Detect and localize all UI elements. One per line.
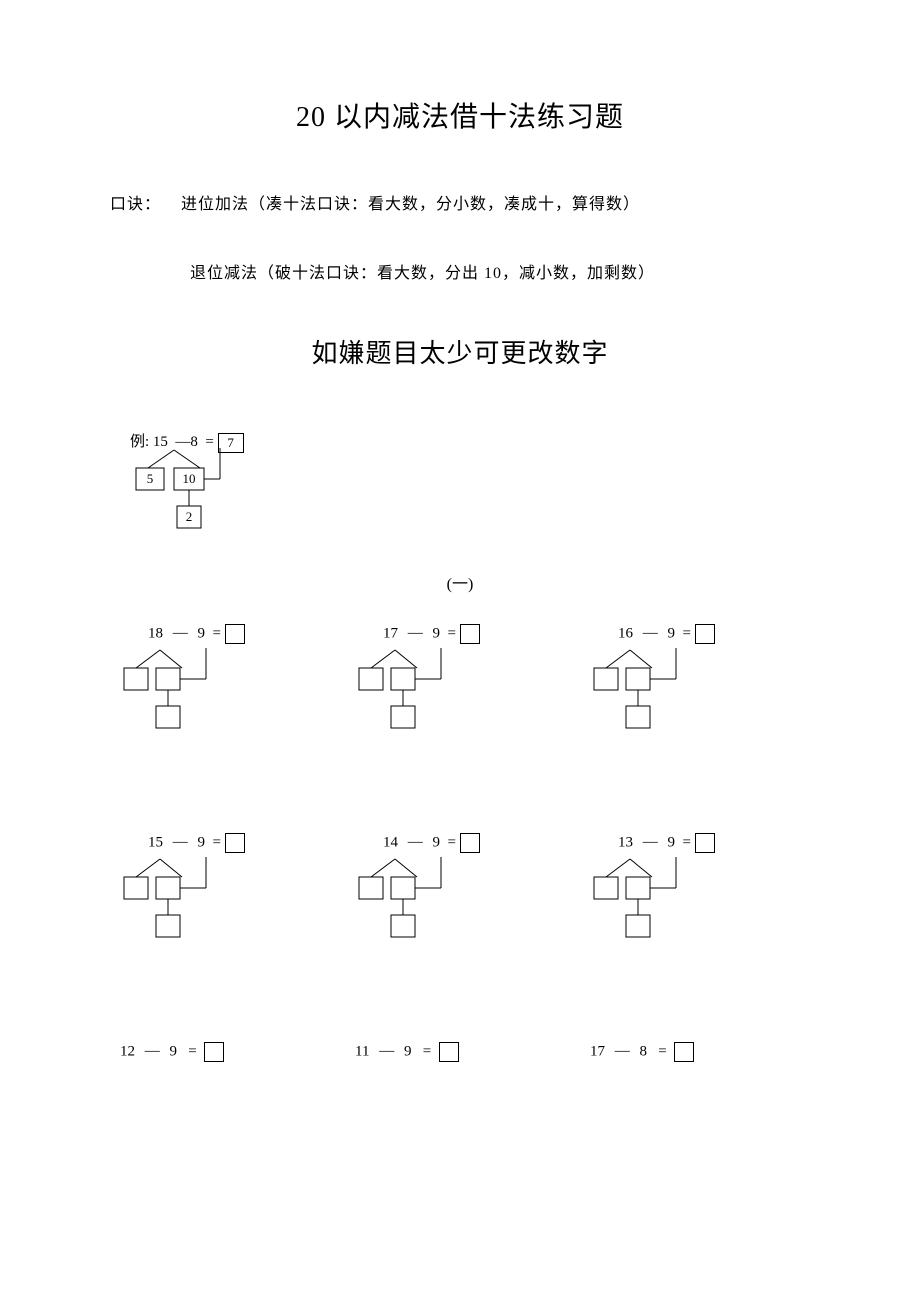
minuend: 13 bbox=[618, 834, 633, 850]
answer-box bbox=[225, 624, 245, 644]
subtrahend: 9 bbox=[198, 625, 206, 641]
subtrahend: 9 bbox=[433, 834, 441, 850]
minuend: 12 bbox=[120, 1043, 135, 1059]
problem: 11 — 9 = bbox=[355, 1042, 565, 1062]
page-subtitle: 如嫌题目太少可更改数字 bbox=[110, 333, 810, 370]
rule-1-text: 进位加法（凑十法口诀：看大数，分小数，凑成十，算得数） bbox=[181, 196, 640, 213]
answer-box bbox=[695, 833, 715, 853]
equation: 17 — 9 = bbox=[383, 624, 565, 644]
problem-row-3: 12 — 9 = 11 — 9 = 17 — 8 = bbox=[110, 1042, 810, 1062]
example-split-right: 10 bbox=[183, 471, 196, 486]
operator: — bbox=[173, 625, 188, 641]
equation: 14 — 9 = bbox=[383, 833, 565, 853]
problem-row-1: 18 — 9 = 17 bbox=[110, 624, 810, 743]
split-diagram bbox=[355, 857, 525, 952]
equation: 11 — 9 = bbox=[355, 1042, 565, 1062]
split-diagram bbox=[120, 648, 290, 743]
rule-2: 退位减法（破十法口诀：看大数，分出 10，减小数，加剩数） bbox=[190, 259, 810, 283]
answer-box bbox=[439, 1042, 459, 1062]
problem: 17 — 8 = bbox=[590, 1042, 800, 1062]
split-diagram bbox=[590, 648, 760, 743]
subtrahend: 9 bbox=[404, 1043, 412, 1059]
split-diagram bbox=[120, 857, 290, 952]
minuend: 16 bbox=[618, 625, 633, 641]
equation: 13 — 9 = bbox=[618, 833, 800, 853]
problem: 15 — 9 = bbox=[120, 833, 330, 952]
minuend: 15 bbox=[148, 834, 163, 850]
rule-1: 口诀： 进位加法（凑十法口诀：看大数，分小数，凑成十，算得数） bbox=[110, 190, 810, 214]
minuend: 17 bbox=[383, 625, 398, 641]
split-diagram bbox=[590, 857, 760, 952]
equals: = bbox=[213, 834, 221, 850]
subtrahend: 8 bbox=[640, 1043, 648, 1059]
equals: = bbox=[188, 1043, 196, 1059]
section-label: (一) bbox=[110, 570, 810, 594]
subtrahend: 9 bbox=[668, 625, 676, 641]
subtrahend: 9 bbox=[198, 834, 206, 850]
subtrahend: 9 bbox=[668, 834, 676, 850]
answer-box bbox=[225, 833, 245, 853]
equation: 12 — 9 = bbox=[120, 1042, 330, 1062]
split-diagram bbox=[355, 648, 525, 743]
operator: — bbox=[408, 834, 423, 850]
equals: = bbox=[658, 1043, 666, 1059]
problem-row-2: 15 — 9 = 14 bbox=[110, 833, 810, 952]
answer-box bbox=[695, 624, 715, 644]
minuend: 11 bbox=[355, 1043, 369, 1059]
subtrahend: 9 bbox=[170, 1043, 178, 1059]
problem: 14 — 9 = bbox=[355, 833, 565, 952]
equals: = bbox=[448, 834, 456, 850]
equals: = bbox=[423, 1043, 431, 1059]
problem: 16 — 9 = bbox=[590, 624, 800, 743]
equation: 15 — 9 = bbox=[148, 833, 330, 853]
equals: = bbox=[448, 625, 456, 641]
operator: — bbox=[173, 834, 188, 850]
answer-box bbox=[460, 624, 480, 644]
equals: = bbox=[683, 834, 691, 850]
example-split-left: 5 bbox=[147, 471, 154, 486]
answer-box bbox=[460, 833, 480, 853]
minuend: 18 bbox=[148, 625, 163, 641]
problem: 17 — 9 = bbox=[355, 624, 565, 743]
example-problem: 例: 15 —8 = 7 5 10 2 bbox=[130, 430, 810, 550]
problem: 18 — 9 = bbox=[120, 624, 330, 743]
page-title: 20 以内减法借十法练习题 bbox=[110, 95, 810, 135]
operator: — bbox=[615, 1043, 630, 1059]
example-bottom: 2 bbox=[186, 509, 193, 524]
minuend: 14 bbox=[383, 834, 398, 850]
rule-1-label: 口诀： bbox=[110, 196, 161, 213]
operator: — bbox=[643, 834, 658, 850]
page: 20 以内减法借十法练习题 口诀： 进位加法（凑十法口诀：看大数，分小数，凑成十… bbox=[0, 0, 920, 1122]
example-diagram: 5 10 2 bbox=[130, 448, 300, 543]
equation: 18 — 9 = bbox=[148, 624, 330, 644]
operator: — bbox=[408, 625, 423, 641]
problem: 13 — 9 = bbox=[590, 833, 800, 952]
equation: 16 — 9 = bbox=[618, 624, 800, 644]
operator: — bbox=[379, 1043, 394, 1059]
equals: = bbox=[213, 625, 221, 641]
equals: = bbox=[683, 625, 691, 641]
problem: 12 — 9 = bbox=[120, 1042, 330, 1062]
answer-box bbox=[204, 1042, 224, 1062]
answer-box bbox=[674, 1042, 694, 1062]
operator: — bbox=[643, 625, 658, 641]
operator: — bbox=[145, 1043, 160, 1059]
minuend: 17 bbox=[590, 1043, 605, 1059]
subtrahend: 9 bbox=[433, 625, 441, 641]
equation: 17 — 8 = bbox=[590, 1042, 800, 1062]
